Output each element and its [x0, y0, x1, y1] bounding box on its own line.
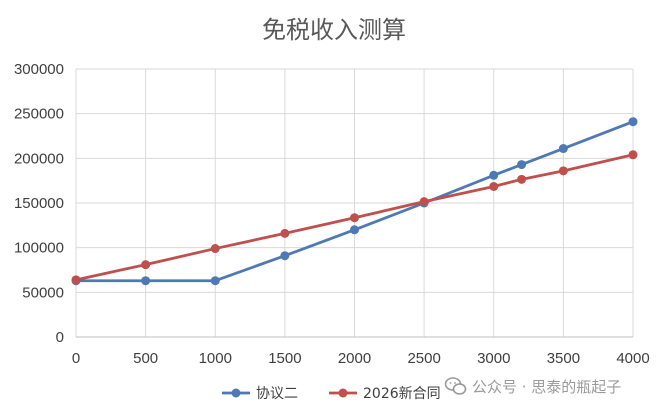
x-tick-label: 3000	[477, 350, 510, 367]
data-point	[141, 276, 151, 286]
x-tick-label: 2000	[338, 350, 371, 367]
data-point	[628, 150, 638, 160]
data-point	[419, 197, 429, 207]
data-point	[280, 251, 290, 261]
data-point	[517, 160, 527, 170]
series-line	[75, 153, 634, 282]
data-point	[517, 174, 527, 184]
y-tick-label: 50000	[22, 284, 64, 301]
gridlines	[75, 68, 634, 337]
legend-item: 协议二	[222, 386, 298, 402]
chart-title: 免税收入测算	[262, 16, 406, 44]
wechat-icon	[444, 377, 467, 395]
data-point	[210, 276, 220, 286]
watermark-text: 公众号 · 思泰的瓶起子	[472, 377, 622, 396]
legend-label: 2026新合同	[363, 386, 441, 402]
y-tick-label: 200000	[14, 150, 64, 167]
y-tick-label: 250000	[14, 106, 64, 123]
data-point	[558, 144, 568, 154]
x-tick-label: 1000	[199, 350, 232, 367]
y-tick-label: 0	[56, 329, 64, 346]
y-tick-label: 300000	[14, 61, 64, 78]
x-tick-label: 1500	[268, 350, 301, 367]
x-tick-label: 3500	[547, 350, 580, 367]
data-point	[350, 213, 359, 223]
x-tick-label: 0	[72, 350, 80, 367]
data-point	[71, 275, 81, 285]
series-line	[76, 120, 634, 283]
x-axis-ticks: 0 500 1000 1500 2000 2500 3000 3500 4000	[72, 350, 650, 367]
x-tick-label: 2500	[407, 350, 440, 367]
legend-swatch-marker	[231, 388, 241, 398]
legend: 协议二 2026新合同	[222, 386, 441, 402]
series-group	[71, 117, 638, 286]
x-tick-label: 500	[133, 350, 158, 367]
data-point	[280, 228, 290, 238]
y-axis-ticks: 0 50000 100000 150000 200000 250000 300000	[14, 61, 64, 346]
data-point	[489, 181, 499, 191]
data-point	[558, 166, 568, 176]
watermark: 公众号 · 思泰的瓶起子	[444, 372, 621, 400]
legend-item: 2026新合同	[329, 386, 441, 402]
y-tick-label: 100000	[14, 240, 64, 257]
legend-swatch-marker	[338, 388, 348, 398]
data-point	[489, 170, 499, 180]
data-point	[350, 225, 359, 235]
data-point	[141, 260, 151, 270]
x-tick-label: 4000	[616, 350, 649, 367]
y-tick-label: 150000	[14, 195, 64, 212]
data-point	[210, 244, 220, 254]
series-2	[71, 150, 638, 285]
data-point	[628, 117, 638, 127]
legend-label: 协议二	[256, 386, 298, 402]
